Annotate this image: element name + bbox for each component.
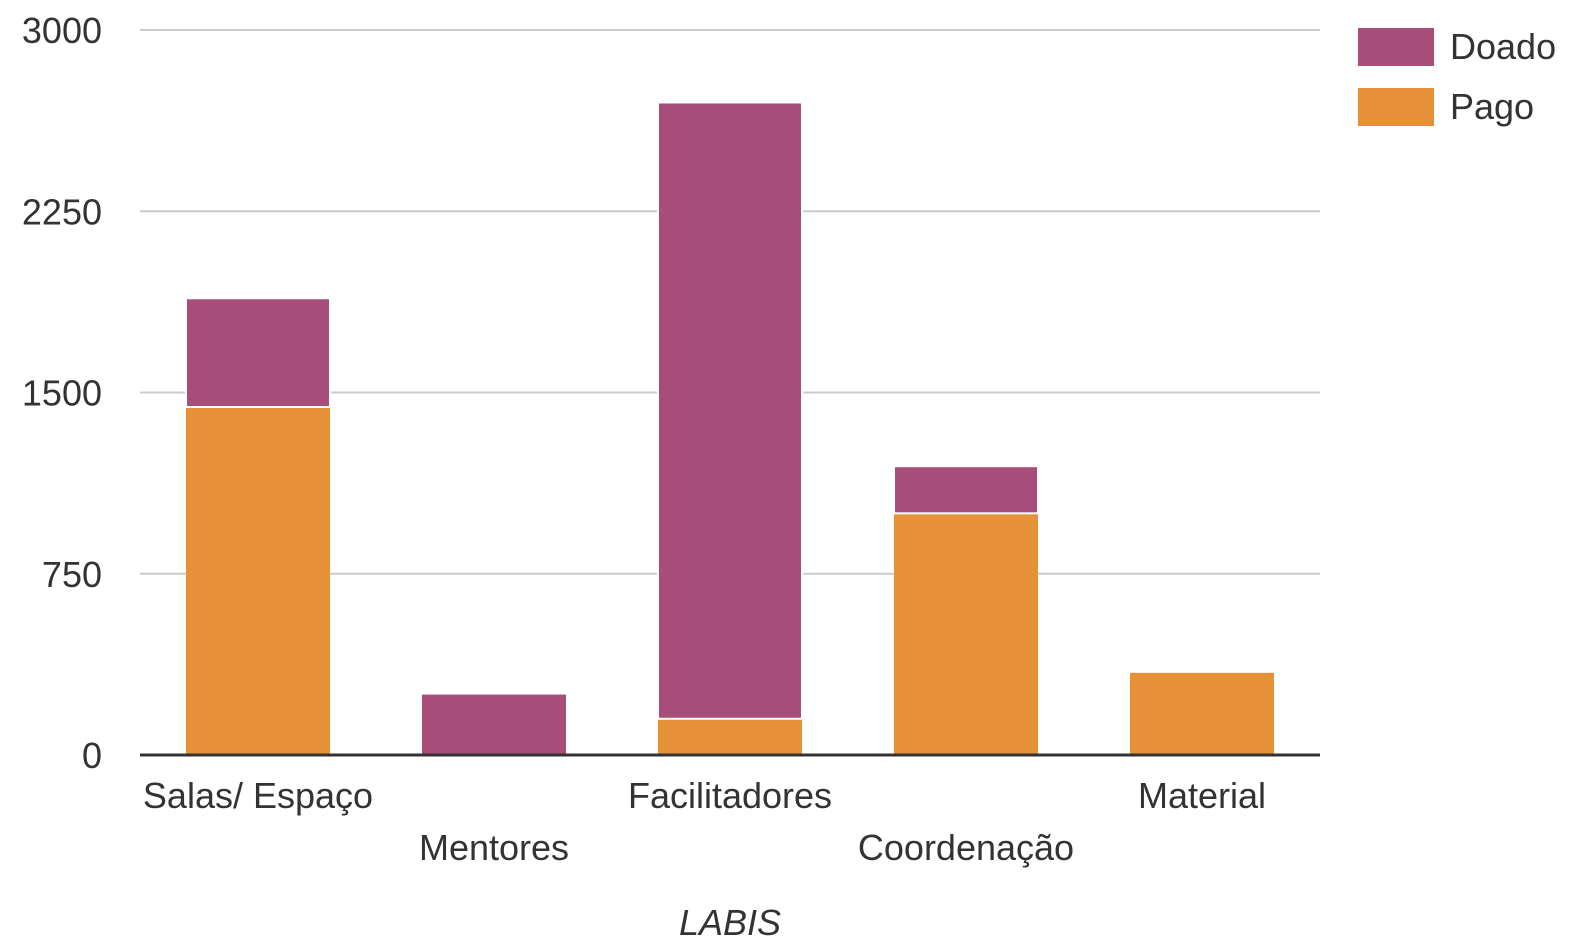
y-tick-label: 3000 [22,10,102,51]
bars [185,101,1274,755]
x-category-label: Mentores [419,827,569,868]
bar-doado-0 [185,297,331,408]
legend-label-pago: Pago [1450,86,1534,127]
bar-doado-2 [657,101,803,720]
bar-pago-0 [186,407,330,755]
bar-pago-4 [1130,672,1274,755]
bar-doado-3 [893,465,1039,515]
x-category-label: Material [1138,775,1266,816]
legend: Doado Pago [1358,26,1556,127]
legend-swatch-pago [1358,88,1434,126]
bar-pago-2 [658,718,802,755]
bar-doado-1 [422,694,566,755]
legend-label-doado: Doado [1450,26,1556,67]
y-tick-label: 750 [42,554,102,595]
x-category-label: Coordenação [858,827,1074,868]
legend-swatch-doado [1358,28,1434,66]
y-tick-label: 2250 [22,191,102,232]
y-tick-label: 1500 [22,373,102,414]
x-axis-category-labels: Salas/ Espaço Mentores Facilitadores Coorde… [143,775,1266,868]
y-axis-ticks: 0 750 1500 2250 3000 [22,10,102,776]
y-tick-label: 0 [82,735,102,776]
bar-pago-3 [894,513,1038,755]
x-category-label: Salas/ Espaço [143,775,373,816]
x-axis-title: LABIS [679,902,781,943]
x-category-label: Facilitadores [628,775,832,816]
